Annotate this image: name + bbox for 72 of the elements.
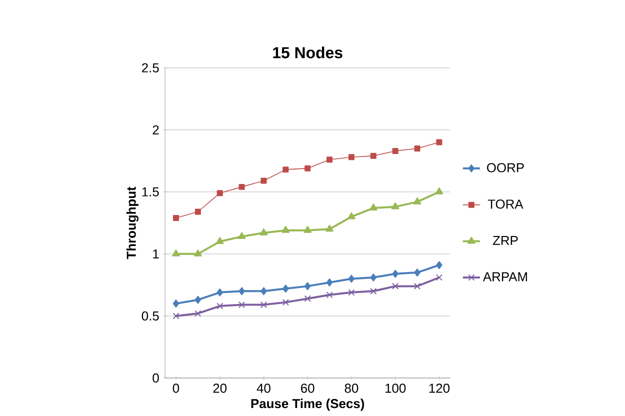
y-tick-label: 0 [152, 373, 159, 383]
point [436, 261, 442, 270]
chart-title: 15 Nodes [273, 46, 342, 58]
point [369, 204, 378, 211]
point [414, 145, 420, 152]
point [216, 237, 224, 244]
point [304, 226, 312, 233]
x-tick-label: 40 [256, 384, 270, 393]
x-axis-title: Pause Time (Secs) [251, 398, 364, 411]
point [282, 166, 289, 173]
y-tick-label: 2 [152, 125, 159, 134]
point [216, 190, 223, 196]
point [172, 214, 179, 221]
point [326, 278, 333, 286]
legend-label: ARPAM [482, 272, 527, 282]
x-tick-label: 80 [344, 384, 358, 393]
point [370, 288, 377, 294]
x-tick-label: 100 [386, 384, 406, 393]
y-tick-label: 0.5 [142, 311, 159, 321]
point [436, 139, 442, 146]
legend-label: ZRP [492, 236, 518, 245]
point [194, 208, 201, 215]
point [194, 249, 202, 256]
point [172, 249, 180, 256]
point [260, 301, 268, 308]
point [435, 187, 444, 194]
point [260, 178, 267, 184]
point [172, 300, 180, 308]
point [194, 310, 202, 317]
point [370, 274, 377, 282]
x-tick-label: 20 [213, 384, 227, 393]
point [172, 312, 180, 320]
point [216, 288, 223, 296]
point [348, 212, 356, 220]
legend-label: OORP [486, 163, 524, 172]
point [436, 274, 443, 281]
point [414, 268, 420, 277]
point [238, 287, 245, 296]
point [216, 302, 224, 310]
point [304, 165, 311, 172]
point [238, 232, 246, 240]
point [392, 282, 399, 290]
y-tick-label: 2.5 [142, 63, 159, 72]
point [392, 148, 398, 154]
y-axis-title: Throughput [126, 186, 138, 260]
point [282, 299, 289, 306]
point [260, 287, 267, 296]
x-tick-label: 120 [429, 384, 450, 393]
point [282, 284, 289, 293]
point [194, 296, 202, 304]
point [348, 154, 354, 160]
y-tick-label: 1 [153, 249, 159, 258]
point [392, 270, 398, 278]
point [304, 282, 311, 290]
point [326, 292, 333, 298]
point [413, 197, 422, 204]
point [414, 282, 421, 290]
point [260, 228, 268, 236]
legend-label: TORA [488, 200, 524, 209]
point [348, 274, 355, 283]
y-tick-label: 1.5 [142, 187, 159, 196]
point [391, 202, 400, 210]
x-tick-label: 60 [301, 384, 314, 393]
point [326, 224, 334, 232]
point [348, 289, 355, 296]
point [370, 152, 376, 159]
point [326, 156, 333, 163]
x-tick-label: 0 [172, 384, 180, 393]
point [238, 184, 245, 190]
point [238, 301, 246, 308]
point [304, 295, 311, 302]
point [282, 226, 290, 233]
